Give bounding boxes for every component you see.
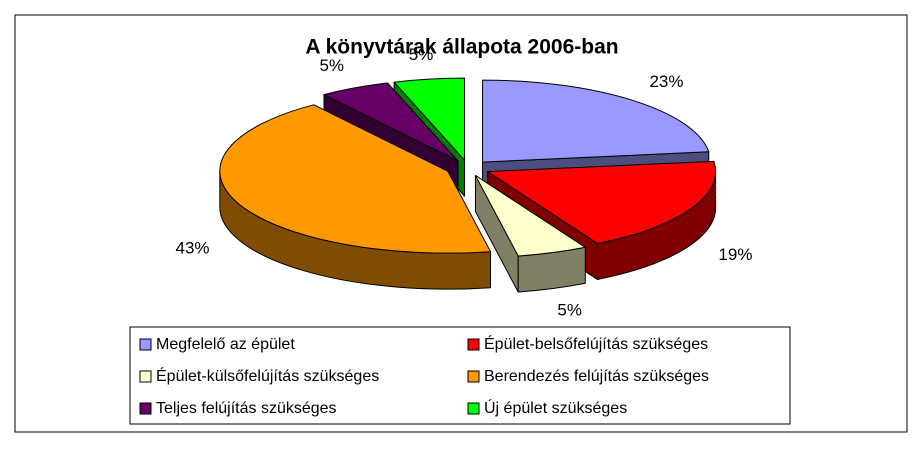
slice (219, 104, 492, 290)
slice-top (219, 104, 492, 254)
legend-box (129, 326, 791, 425)
slice-top (474, 174, 586, 257)
legend-swatch (467, 338, 480, 351)
legend-label: Teljes felújítás szükséges (156, 400, 337, 417)
slice-top (323, 82, 459, 162)
legend-label: Épület-belsőfelújítás szükséges (484, 334, 708, 353)
slice-top (393, 77, 466, 161)
slice (474, 174, 586, 293)
data-label: 5% (319, 56, 344, 75)
legend-swatch (139, 370, 152, 383)
chart-title: A könyvtárak állapota 2006-ban (305, 36, 618, 59)
data-label: 23% (649, 72, 683, 91)
data-label: 43% (176, 239, 210, 258)
legend-swatch (467, 370, 480, 383)
legend-swatch (139, 338, 152, 351)
data-label: 19% (718, 245, 752, 264)
slice-top (482, 79, 710, 163)
data-label: 5% (557, 301, 582, 320)
legend-label: Új épület szükséges (484, 398, 627, 417)
legend-label: Berendezés felújítás szükséges (484, 368, 709, 385)
legend-swatch (467, 402, 480, 415)
legend-swatch (139, 402, 152, 415)
data-label: 5% (409, 45, 434, 64)
legend-label: Megfelelő az épület (156, 336, 295, 353)
legend-label: Épület-külsőfelújítás szükséges (156, 366, 379, 385)
slice-top (487, 160, 717, 244)
pie (219, 77, 717, 293)
